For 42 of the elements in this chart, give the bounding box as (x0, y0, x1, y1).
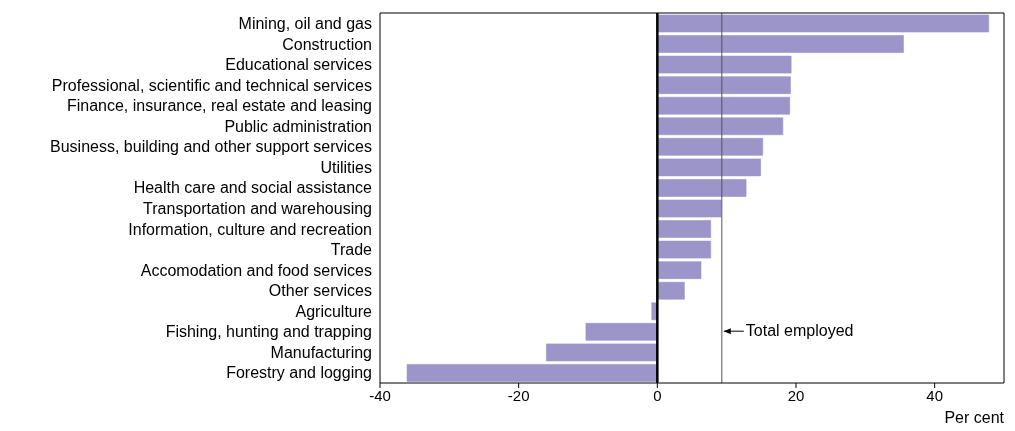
bar (656, 220, 712, 239)
y-tick-label: Manufacturing (270, 343, 372, 361)
x-tick-label: 40 (926, 386, 944, 404)
bar (656, 55, 792, 74)
x-axis-title: Per cent (944, 409, 1005, 426)
y-tick-label: Information, culture and recreation (128, 220, 372, 238)
y-tick-label: Business, building and other support services (50, 138, 372, 156)
bar (545, 343, 658, 362)
y-tick-label: Public administration (224, 117, 372, 135)
y-tick-label: Agriculture (295, 302, 373, 320)
y-tick-label: Accomodation and food services (140, 261, 372, 279)
bar (656, 117, 784, 136)
bar (656, 76, 791, 95)
x-tick-label: -40 (369, 386, 391, 404)
bar (656, 96, 791, 115)
bar (656, 199, 722, 218)
bar (656, 137, 764, 156)
y-tick-label: Utilities (320, 158, 372, 176)
ref-line-label: Total employed (745, 322, 854, 340)
y-tick-label: Trade (330, 241, 373, 259)
bar (656, 178, 747, 197)
x-tick-label: 0 (653, 386, 662, 404)
y-tick-label: Mining, oil and gas (238, 14, 372, 32)
bar (656, 158, 762, 177)
y-tick-label: Transportation and warehousing (143, 199, 372, 217)
y-tick-label: Health care and social assistance (133, 179, 373, 197)
bar (406, 363, 658, 382)
y-tick-label: Educational services (225, 56, 372, 74)
x-tick-label: -20 (507, 386, 530, 404)
bar (656, 281, 685, 300)
bar (656, 240, 712, 259)
y-tick-label: Finance, insurance, real estate and leasing (66, 97, 372, 115)
y-tick-label: Construction (282, 35, 372, 53)
y-tick-label: Forestry and logging (226, 364, 372, 382)
bar (656, 35, 904, 54)
y-tick-label: Professional, scientific and technical services (51, 76, 372, 94)
bar (585, 322, 658, 341)
y-tick-label: Other services (268, 282, 372, 300)
y-tick-label: Fishing, hunting and trapping (165, 323, 372, 341)
bar (656, 261, 702, 280)
x-tick-label: 20 (787, 386, 805, 404)
bar (656, 14, 990, 33)
